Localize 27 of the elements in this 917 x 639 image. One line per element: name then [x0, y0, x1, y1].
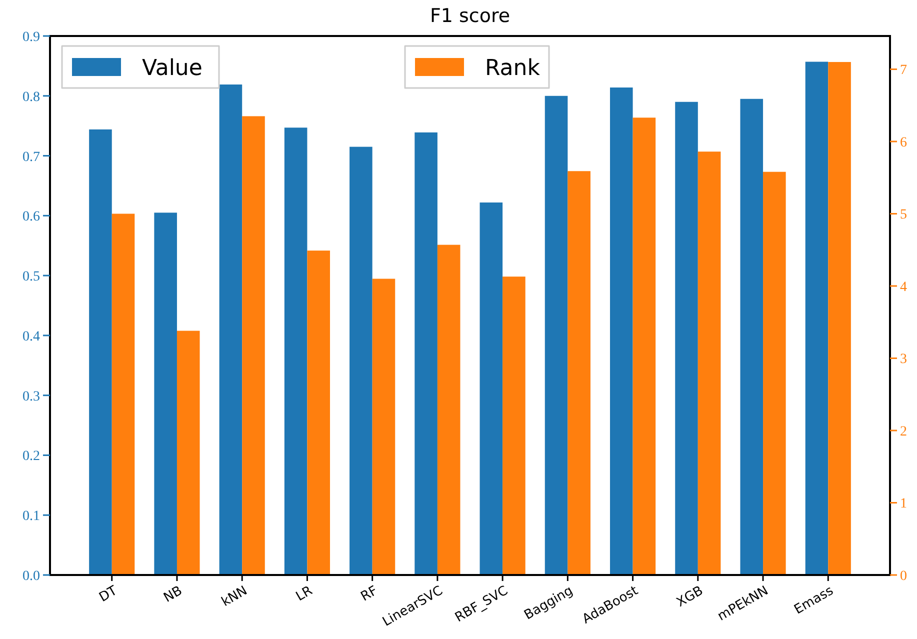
y2-tick-label: 3: [900, 352, 907, 368]
y-tick-label: 0.7: [22, 150, 40, 165]
chart-title: F1 score: [430, 5, 510, 27]
x-tick-label: NB: [161, 583, 185, 606]
y-tick-label: 0.0: [22, 569, 40, 584]
legend-label: Value: [142, 56, 202, 81]
y-tick-label: 0.5: [22, 270, 40, 285]
legend-label: Rank: [485, 56, 540, 81]
y-tick-label: 0.6: [22, 210, 40, 225]
x-tick-label: LR: [294, 583, 316, 605]
y-tick-label: 0.9: [22, 30, 40, 45]
y-tick-label: 0.3: [22, 389, 40, 404]
x-tick-label: DT: [96, 583, 120, 606]
y-tick-label: 0.1: [22, 509, 40, 524]
y-tick-label: 0.8: [22, 90, 40, 105]
y2-tick-label: 7: [900, 63, 907, 78]
y2-tick-label: 0: [900, 569, 907, 584]
x-tick-label: RF: [358, 583, 380, 605]
y2-tick-label: 1: [900, 496, 907, 512]
x-tick-label: kNN: [219, 583, 250, 610]
y-tick-label: 0.2: [22, 449, 40, 464]
x-tick-label: XGB: [674, 583, 706, 610]
y2-tick-label: 4: [900, 280, 907, 295]
y2-tick-label: 6: [900, 135, 907, 150]
y2-tick-label: 5: [900, 208, 907, 223]
y-tick-label: 0.4: [22, 329, 40, 344]
y2-tick-label: 2: [900, 424, 907, 440]
